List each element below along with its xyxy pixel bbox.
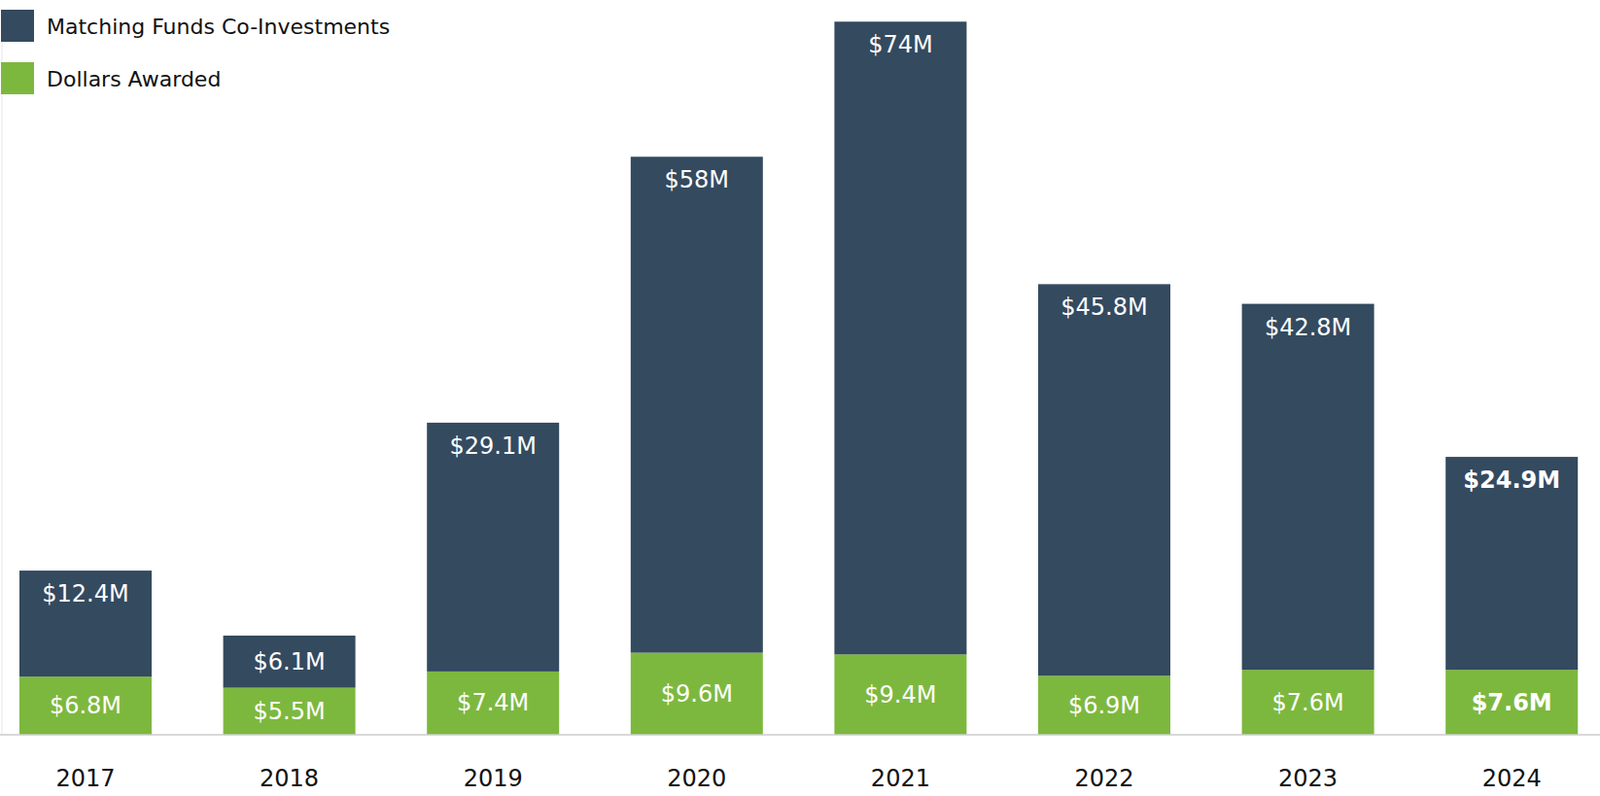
data-label: $7.6M [1272,689,1345,717]
data-label: $12.4M [41,580,129,608]
bar-segment [834,654,967,735]
data-label: $58M [664,166,731,194]
legend: Matching Funds Co-Investments Dollars Awa… [0,9,390,95]
x-tick-label: 2019 [463,765,523,793]
x-tick-label: 2018 [259,765,319,793]
legend-label: Dollars Awarded [46,67,221,92]
data-label: $74M [868,31,934,59]
x-tick-label: 2022 [1074,765,1134,793]
x-tick-label: 2017 [55,765,115,793]
data-labels: $6.8M $12.4M $5.5M $6.1M $7.4M $29.1M $9.6M $58… [41,31,1561,726]
data-label: $7.6M [1471,689,1553,717]
data-label: $7.4M [456,689,529,717]
bar-segment [1242,669,1375,735]
x-tick-label: 2020 [666,765,727,793]
x-axis-line [0,733,1600,736]
legend-label: Matching Funds Co-Investments [46,14,390,39]
bar-segment [19,676,152,735]
data-label: $6.1M [253,648,326,676]
data-label: $6.8M [49,692,122,720]
data-label: $42.8M [1264,313,1352,342]
bar-segment [223,635,356,689]
bar-segment [1445,456,1578,670]
bar-segment [1242,304,1375,671]
legend-swatch [0,62,35,95]
bar-segment [426,671,559,735]
chart-container: $6.8M $12.4M $5.5M $6.1M $7.4M $29.1M $9.6M $58… [0,0,1600,796]
legend-swatch [0,9,35,42]
bar-segment [19,570,152,677]
x-tick-label: 2024 [1482,765,1542,793]
bars [19,21,1578,735]
x-tick-label: 2021 [870,765,931,793]
bar-segment [1038,283,1171,676]
data-label: $29.1M [449,432,536,460]
y-axis-line [1,16,3,735]
data-label: $45.8M [1060,293,1148,321]
bar-segment [630,653,764,735]
data-label: $9.6M [660,680,733,708]
data-label: $24.9M [1462,466,1561,494]
data-label: $6.9M [1068,692,1141,720]
bar-segment [426,422,559,672]
bar-segment [1038,675,1171,735]
bar-segment [223,688,356,735]
data-label: $5.5M [253,697,326,726]
bar-segment [630,156,764,653]
chart-svg: $6.8M $12.4M $5.5M $6.1M $7.4M $29.1M $9.6M $58… [0,0,1600,796]
bar-segment [834,21,967,655]
x-tick-label: 2023 [1278,765,1338,793]
bar-segment [1445,669,1578,735]
data-label: $9.4M [864,681,937,709]
